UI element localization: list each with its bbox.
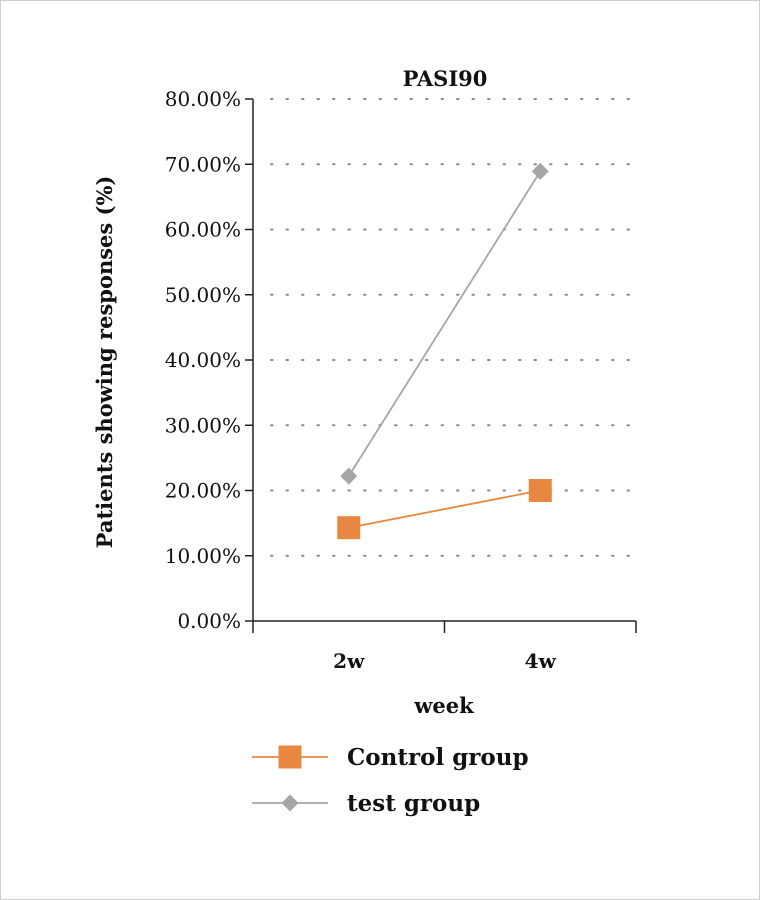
y-tick-label: 80.00%: [165, 87, 241, 111]
y-tick-label: 40.00%: [165, 348, 241, 372]
y-tick-label: 60.00%: [165, 218, 241, 242]
x-tick-label: 4w: [525, 649, 557, 673]
legend-marker: [278, 745, 302, 769]
y-tick-label: 70.00%: [165, 152, 241, 176]
y-axis-label: Patients showing responses (%): [92, 176, 117, 549]
legend-label: Control group: [347, 744, 529, 771]
legend-label: test group: [347, 790, 480, 817]
x-tick-label: 2w: [333, 649, 365, 673]
y-tick-label: 50.00%: [165, 283, 241, 307]
y-tick-label: 30.00%: [165, 413, 241, 437]
series-layer: [337, 162, 552, 540]
series-line: [348, 489, 541, 529]
data-point: [531, 162, 549, 180]
data-point: [340, 467, 358, 485]
chart-title: PASI90: [403, 66, 488, 91]
legend: Control group test group: [252, 744, 529, 817]
x-tick-labels: 2w 4w: [252, 621, 637, 673]
y-tick-label: 0.00%: [177, 609, 241, 633]
y-tick-label: 20.00%: [165, 479, 241, 503]
y-tick-label: 10.00%: [165, 544, 241, 568]
data-point: [528, 479, 552, 502]
series-line: [347, 170, 542, 477]
data-point: [337, 516, 361, 540]
gridlines: [270, 98, 637, 557]
legend-marker: [281, 794, 299, 812]
x-axis-label: week: [413, 693, 474, 718]
y-tick-labels: 0.00% 10.00% 20.00% 30.00% 40.00% 50.00% 60.00…: [165, 87, 253, 633]
